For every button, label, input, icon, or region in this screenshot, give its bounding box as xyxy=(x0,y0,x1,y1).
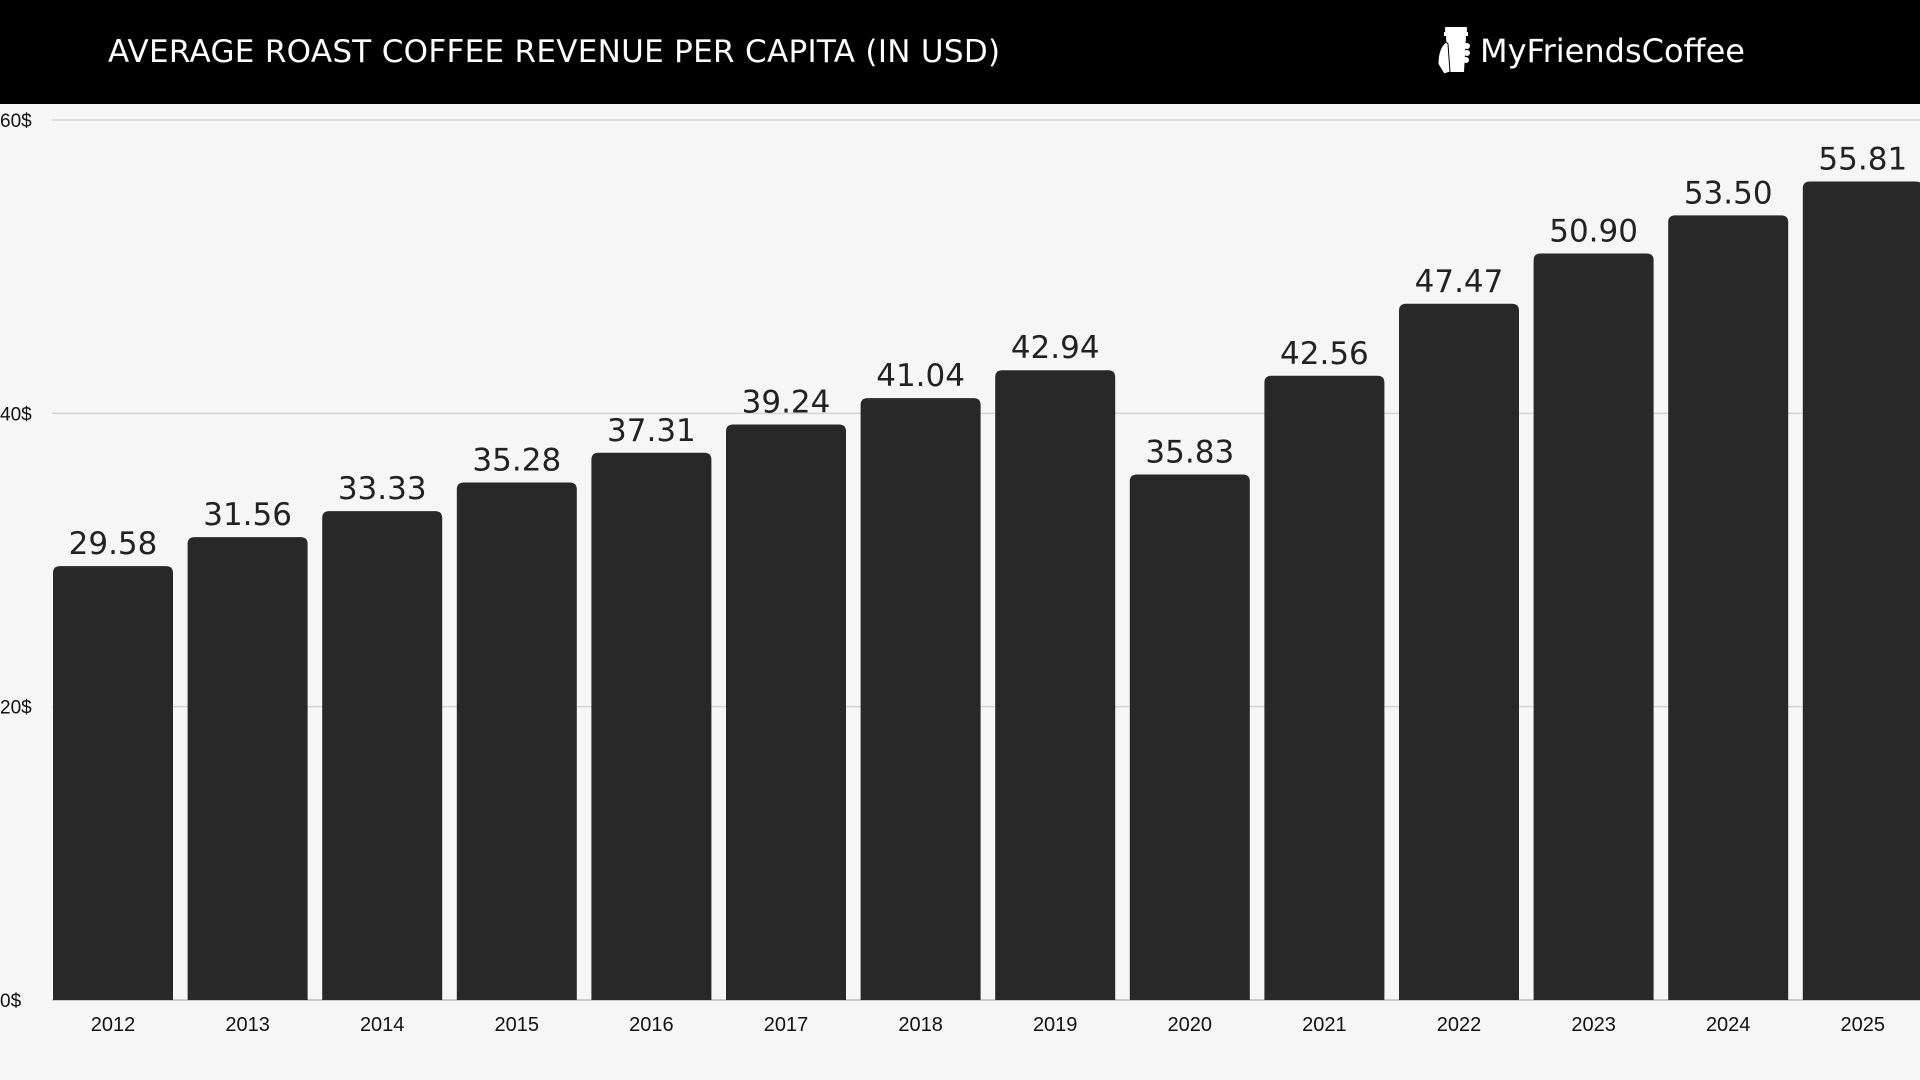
x-tick-label: 2014 xyxy=(360,1014,405,1036)
y-tick-label: 0$ xyxy=(0,991,22,1012)
x-tick-label: 2023 xyxy=(1571,1014,1616,1036)
y-tick-label: 40$ xyxy=(0,404,32,425)
data-label: 55.81 xyxy=(1818,141,1907,177)
bar xyxy=(1399,303,1519,1001)
data-label: 37.31 xyxy=(607,413,696,449)
x-tick-label: 2020 xyxy=(1168,1014,1213,1036)
bar xyxy=(591,452,712,1001)
bar xyxy=(995,370,1116,1000)
data-label: 50.90 xyxy=(1549,213,1638,249)
data-label: 35.83 xyxy=(1145,434,1234,470)
bar xyxy=(322,511,443,1000)
y-tick-label: 20$ xyxy=(0,698,32,719)
data-label: 42.56 xyxy=(1280,336,1369,372)
x-tick-label: 2022 xyxy=(1437,1014,1482,1036)
x-tick-label: 2025 xyxy=(1841,1014,1886,1036)
x-tick-label: 2016 xyxy=(629,1014,674,1036)
data-label: 42.94 xyxy=(1011,330,1100,366)
chart-title: AVERAGE ROAST COFFEE REVENUE PER CAPITA … xyxy=(108,34,1001,70)
x-tick-label: 2012 xyxy=(91,1014,136,1036)
brand-logo: MyFriendsCoffee xyxy=(1436,26,1745,76)
bar xyxy=(1802,181,1920,1000)
header-bar: AVERAGE ROAST COFFEE REVENUE PER CAPITA … xyxy=(0,0,1920,104)
data-label: 39.24 xyxy=(742,384,831,420)
bar xyxy=(1129,474,1250,1000)
logo-text: MyFriendsCoffee xyxy=(1480,32,1745,70)
data-label: 31.56 xyxy=(203,497,292,533)
data-label: 53.50 xyxy=(1684,175,1773,211)
x-tick-label: 2013 xyxy=(225,1014,270,1036)
coffee-cup-hand-icon xyxy=(1437,27,1470,75)
bar xyxy=(1264,375,1385,1001)
bar xyxy=(1533,253,1654,1000)
bar xyxy=(1668,215,1789,1001)
bar xyxy=(456,482,577,1000)
bar xyxy=(726,424,846,1001)
x-tick-label: 2018 xyxy=(898,1014,943,1036)
x-tick-label: 2019 xyxy=(1033,1014,1078,1036)
data-label: 41.04 xyxy=(876,358,965,394)
x-tick-label: 2021 xyxy=(1302,1014,1347,1036)
data-label: 33.33 xyxy=(338,471,427,507)
bar xyxy=(860,398,981,1001)
bar xyxy=(187,537,308,1000)
y-tick-label: 60$ xyxy=(0,111,32,132)
data-label: 47.47 xyxy=(1415,264,1504,300)
bar xyxy=(53,566,173,1000)
x-tick-label: 2015 xyxy=(495,1014,540,1036)
data-label: 35.28 xyxy=(472,443,561,479)
x-tick-label: 2024 xyxy=(1706,1014,1751,1036)
x-tick-label: 2017 xyxy=(764,1014,809,1036)
data-label: 29.58 xyxy=(69,526,158,562)
